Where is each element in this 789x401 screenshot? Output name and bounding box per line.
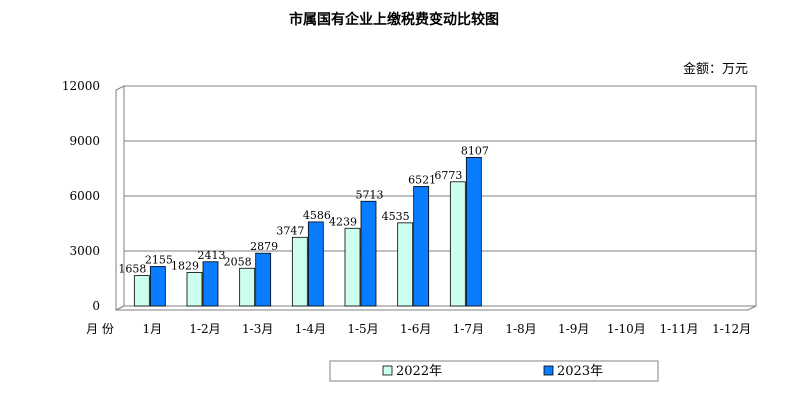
data-label: 5713 [356, 188, 384, 201]
legend-label: 2023年 [557, 364, 603, 379]
data-label: 2155 [145, 253, 173, 266]
x-tick-label: 1月 [143, 322, 163, 336]
x-tick-label: 1-12月 [712, 322, 751, 336]
legend: 2022年 2023年 [329, 360, 659, 382]
bar [133, 275, 150, 307]
x-axis-categories: 1月 1-2月 1-3月 1-4月 1-5月 1-6月 1-7月 1-8月 1-9月 1-10月 1… [143, 322, 752, 336]
bar [413, 186, 430, 307]
bar [149, 266, 166, 307]
bar [239, 267, 256, 307]
x-tick-label: 1-7月 [453, 322, 484, 336]
x-tick-label: 1-6月 [400, 322, 431, 336]
x-tick-label: 1-8月 [505, 322, 536, 336]
plot-side-wall [115, 85, 125, 311]
bar [360, 200, 377, 307]
x-tick-label: 1-4月 [295, 322, 326, 336]
unit-label: 金额：万元 [683, 61, 748, 77]
bar [344, 227, 361, 307]
legend-box [329, 360, 659, 382]
bars [133, 156, 482, 307]
x-tick-label: 1-2月 [189, 322, 220, 336]
y-tick-label: 0 [92, 299, 100, 313]
legend-label: 2022年 [396, 364, 442, 379]
x-tick-label: 1-10月 [607, 322, 646, 336]
legend-swatch [543, 365, 554, 376]
data-label: 3747 [276, 224, 304, 237]
bar [291, 236, 308, 307]
plot-floor [115, 305, 757, 311]
data-label: 6521 [408, 173, 436, 186]
y-tick-label: 9000 [69, 134, 100, 148]
data-labels: 1658 1829 2058 3747 4239 4535 6773 2155 2413 2879… [118, 144, 489, 275]
bar [307, 221, 324, 307]
data-label: 4239 [329, 215, 357, 228]
bar [449, 181, 466, 307]
data-label: 2413 [198, 249, 226, 262]
bar [465, 156, 482, 307]
y-tick-label: 6000 [69, 189, 100, 203]
y-tick-label: 3000 [69, 244, 100, 258]
bar [202, 261, 219, 307]
data-label: 4535 [382, 210, 410, 223]
y-tick-label: 12000 [62, 79, 100, 93]
gridlines [124, 85, 756, 252]
data-label: 2058 [224, 255, 252, 268]
data-label: 2879 [250, 240, 278, 253]
y-axis-ticks: 0 3000 6000 9000 12000 [62, 79, 100, 313]
bar [397, 222, 414, 307]
data-label: 1829 [171, 259, 199, 272]
bar [186, 272, 203, 307]
data-label: 4586 [303, 209, 331, 222]
x-tick-label: 1-9月 [558, 322, 589, 336]
legend-swatch [382, 365, 393, 376]
data-label: 1658 [118, 263, 146, 276]
chart-title: 市属国有企业上缴税费变动比较图 [289, 11, 499, 28]
bar [255, 252, 272, 307]
x-axis-label: 月 份 [86, 322, 114, 336]
data-label: 8107 [461, 144, 489, 157]
data-label: 6773 [434, 169, 462, 182]
x-tick-label: 1-5月 [347, 322, 378, 336]
x-tick-label: 1-11月 [660, 322, 699, 336]
x-tick-label: 1-3月 [242, 322, 273, 336]
